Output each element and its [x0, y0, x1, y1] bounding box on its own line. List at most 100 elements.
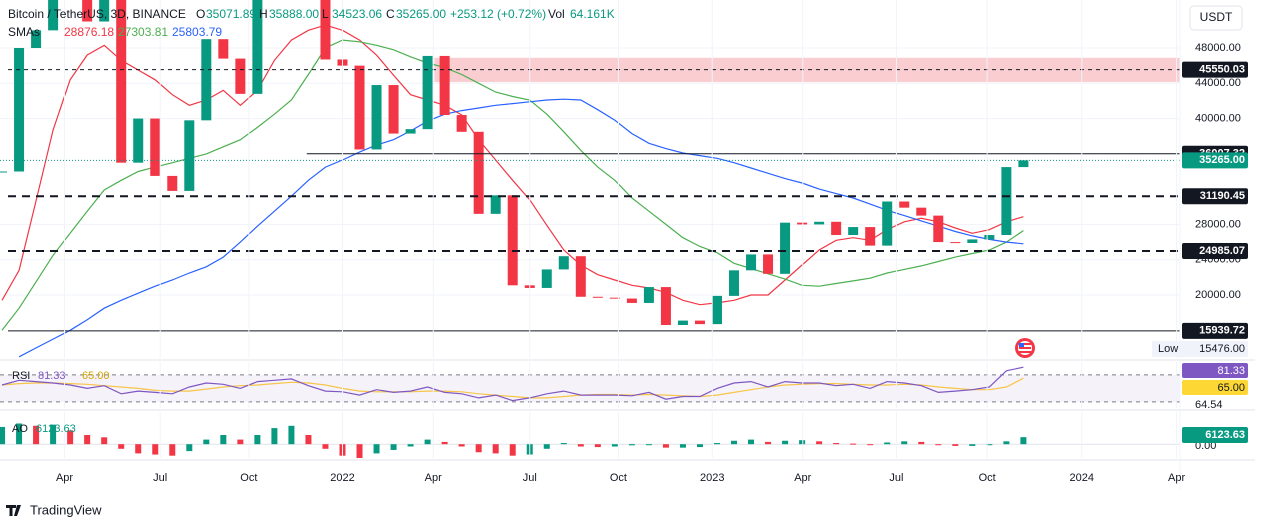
- rsi-badge: [1182, 363, 1248, 378]
- candle: [320, 0, 331, 60]
- candle: [916, 207, 927, 216]
- ao-bar: [0, 426, 6, 445]
- candle: [371, 85, 382, 150]
- brand: TradingView: [6, 502, 102, 517]
- candle: [218, 39, 229, 59]
- candle: [626, 298, 637, 303]
- ao-bar: [1003, 441, 1010, 445]
- flag-icon: [1015, 338, 1035, 358]
- candle: [933, 215, 944, 243]
- ohlc-value: 35071.89: [206, 7, 256, 21]
- ao-bar: [543, 444, 550, 449]
- rsi-pane: [0, 366, 1180, 403]
- ao-bar: [169, 444, 176, 456]
- ao-bar: [765, 441, 772, 445]
- low-badge: [1152, 341, 1248, 357]
- candle: [422, 55, 433, 130]
- ao-bar: [782, 440, 789, 445]
- ao-bar: [322, 444, 329, 449]
- candle: [0, 171, 8, 173]
- sma-legend-value: 28876.18: [64, 25, 114, 39]
- ao-bar: [305, 435, 312, 445]
- x-tick-label: Jul: [153, 472, 167, 484]
- x-tick-label: Apr: [794, 472, 811, 484]
- x-tick-label: 2022: [330, 472, 354, 484]
- candle: [201, 39, 212, 121]
- ao-bar: [458, 444, 465, 447]
- rsi-title: RSI: [12, 370, 30, 382]
- rsi-legend-value: 81.33: [38, 370, 66, 382]
- ohlc-value: 34523.06: [332, 7, 382, 21]
- x-tick-label: Oct: [979, 472, 996, 484]
- candle: [1001, 167, 1012, 236]
- ao-bar: [867, 444, 874, 446]
- ao-bar: [884, 442, 891, 445]
- candle: [865, 227, 876, 246]
- ao-title: AO: [12, 423, 28, 435]
- ao-pane: [0, 423, 1180, 458]
- ohlc-value: 35888.00: [269, 7, 319, 21]
- ao-bar: [101, 437, 108, 445]
- y-tick-label: 28000.00: [1195, 218, 1241, 230]
- candle: [711, 295, 722, 325]
- level-label: 24985.07: [1199, 245, 1245, 257]
- candle: [984, 235, 995, 240]
- last-price-badge: [1182, 152, 1248, 169]
- x-tick-label: 2023: [700, 472, 724, 484]
- candle: [694, 320, 705, 325]
- low-label: 15476.00: [1199, 343, 1245, 355]
- x-tick-label: Jul: [523, 472, 537, 484]
- ao-bar: [237, 439, 244, 445]
- legend-header: RSI 81.33 65.00 AO 6123.63 Bitcoin / TetherUS…: [8, 7, 615, 435]
- candle: [167, 175, 178, 191]
- level-badge: [1182, 322, 1248, 339]
- sma-legend-value: 27303.81: [118, 25, 168, 39]
- x-tick-label: Apr: [1168, 472, 1185, 484]
- candle: [797, 222, 808, 225]
- candle: [82, 0, 93, 22]
- ohlc-key: O: [196, 7, 205, 21]
- sma-line: [18, 98, 1024, 358]
- candle: [31, 30, 42, 48]
- ao-bar: [16, 423, 23, 445]
- ohlc-key: C: [386, 7, 395, 21]
- candle: [507, 195, 518, 286]
- ao-bar: [407, 444, 414, 447]
- rsi-legend-ma: 65.00: [82, 370, 110, 382]
- ao-bar: [33, 425, 40, 445]
- currency-button[interactable]: [1189, 5, 1243, 31]
- axes: 48000.0044000.0040000.0028000.0024000.00…: [56, 0, 1248, 484]
- ao-bar: [645, 444, 652, 446]
- brand-name: TradingView: [30, 502, 102, 517]
- ohlc-key: L: [322, 7, 329, 21]
- ao-value-label: 6123.63: [1205, 429, 1245, 441]
- candle: [643, 287, 654, 303]
- ao-bar: [850, 443, 857, 445]
- ao-bar: [424, 439, 431, 445]
- ao-bar: [560, 443, 567, 445]
- x-tick-label: Oct: [610, 472, 627, 484]
- currency-label[interactable]: USDT: [1200, 10, 1233, 24]
- candle: [831, 221, 842, 236]
- candle: [252, 0, 263, 94]
- ao-bar: [441, 441, 448, 445]
- ao-bar: [952, 444, 959, 446]
- candle: [814, 221, 825, 225]
- ao-bar: [696, 444, 703, 448]
- sma-line: [1, 24, 1024, 306]
- ao-bar: [390, 444, 397, 450]
- low-tag: Low: [1158, 343, 1178, 355]
- candle: [48, 0, 59, 31]
- ao-badge: [1182, 427, 1248, 443]
- ao-bar: [662, 444, 669, 448]
- ao-bar: [731, 440, 738, 445]
- y-tick-label: 48000.00: [1195, 42, 1241, 54]
- x-tick-label: Apr: [425, 472, 442, 484]
- level-badge: [1182, 243, 1248, 260]
- ao-bar: [152, 444, 159, 455]
- candle: [677, 320, 688, 326]
- resistance-zone: [434, 57, 1180, 83]
- candle: [746, 254, 757, 271]
- ao-bar: [492, 444, 499, 454]
